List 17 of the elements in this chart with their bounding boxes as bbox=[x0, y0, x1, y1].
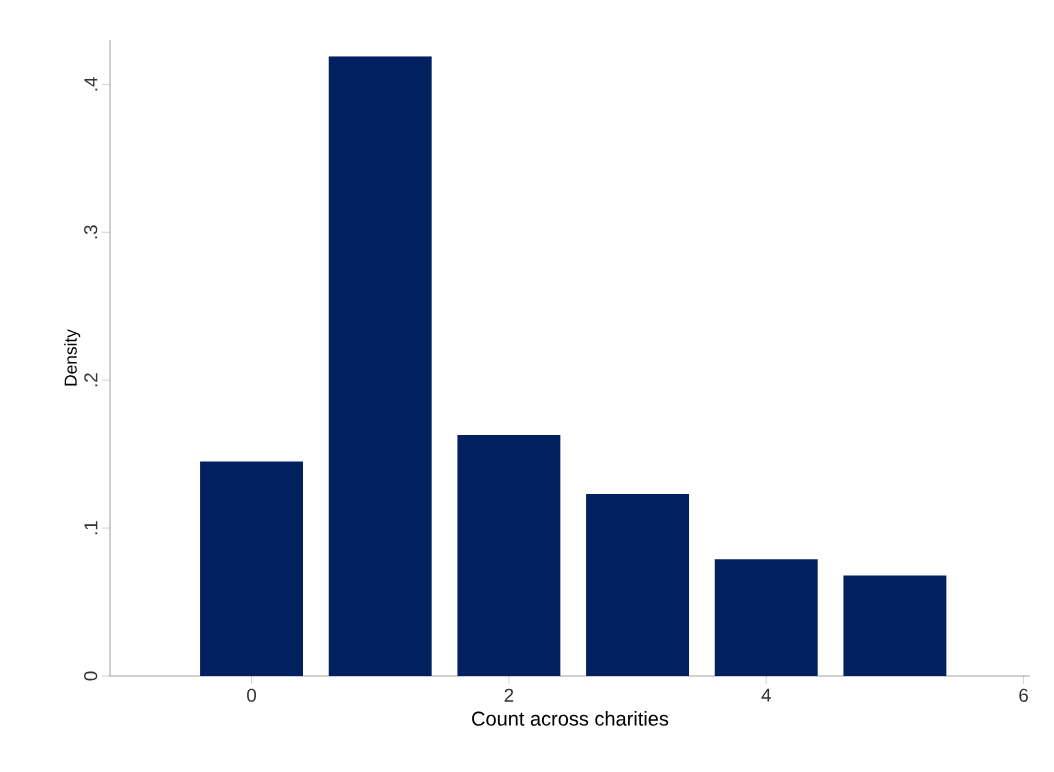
x-tick-label: 6 bbox=[1019, 688, 1028, 702]
bar bbox=[843, 575, 947, 676]
y-tick-label: .4 bbox=[84, 77, 98, 91]
x-tick-label: 2 bbox=[504, 688, 514, 702]
y-tick-label: .2 bbox=[84, 373, 98, 387]
y-axis-title: Density bbox=[64, 329, 81, 386]
x-tick-label: 4 bbox=[761, 688, 771, 702]
y-tick-label: .1 bbox=[84, 521, 98, 535]
bar bbox=[457, 434, 561, 676]
x-tick-label: 0 bbox=[247, 688, 257, 702]
bar bbox=[200, 461, 304, 676]
bar bbox=[714, 559, 818, 676]
y-tick-label: .3 bbox=[84, 225, 98, 239]
bar bbox=[328, 56, 432, 676]
x-axis-title: Count across charities bbox=[472, 711, 669, 726]
bar bbox=[586, 494, 690, 676]
y-tick-label: 0 bbox=[84, 671, 98, 681]
